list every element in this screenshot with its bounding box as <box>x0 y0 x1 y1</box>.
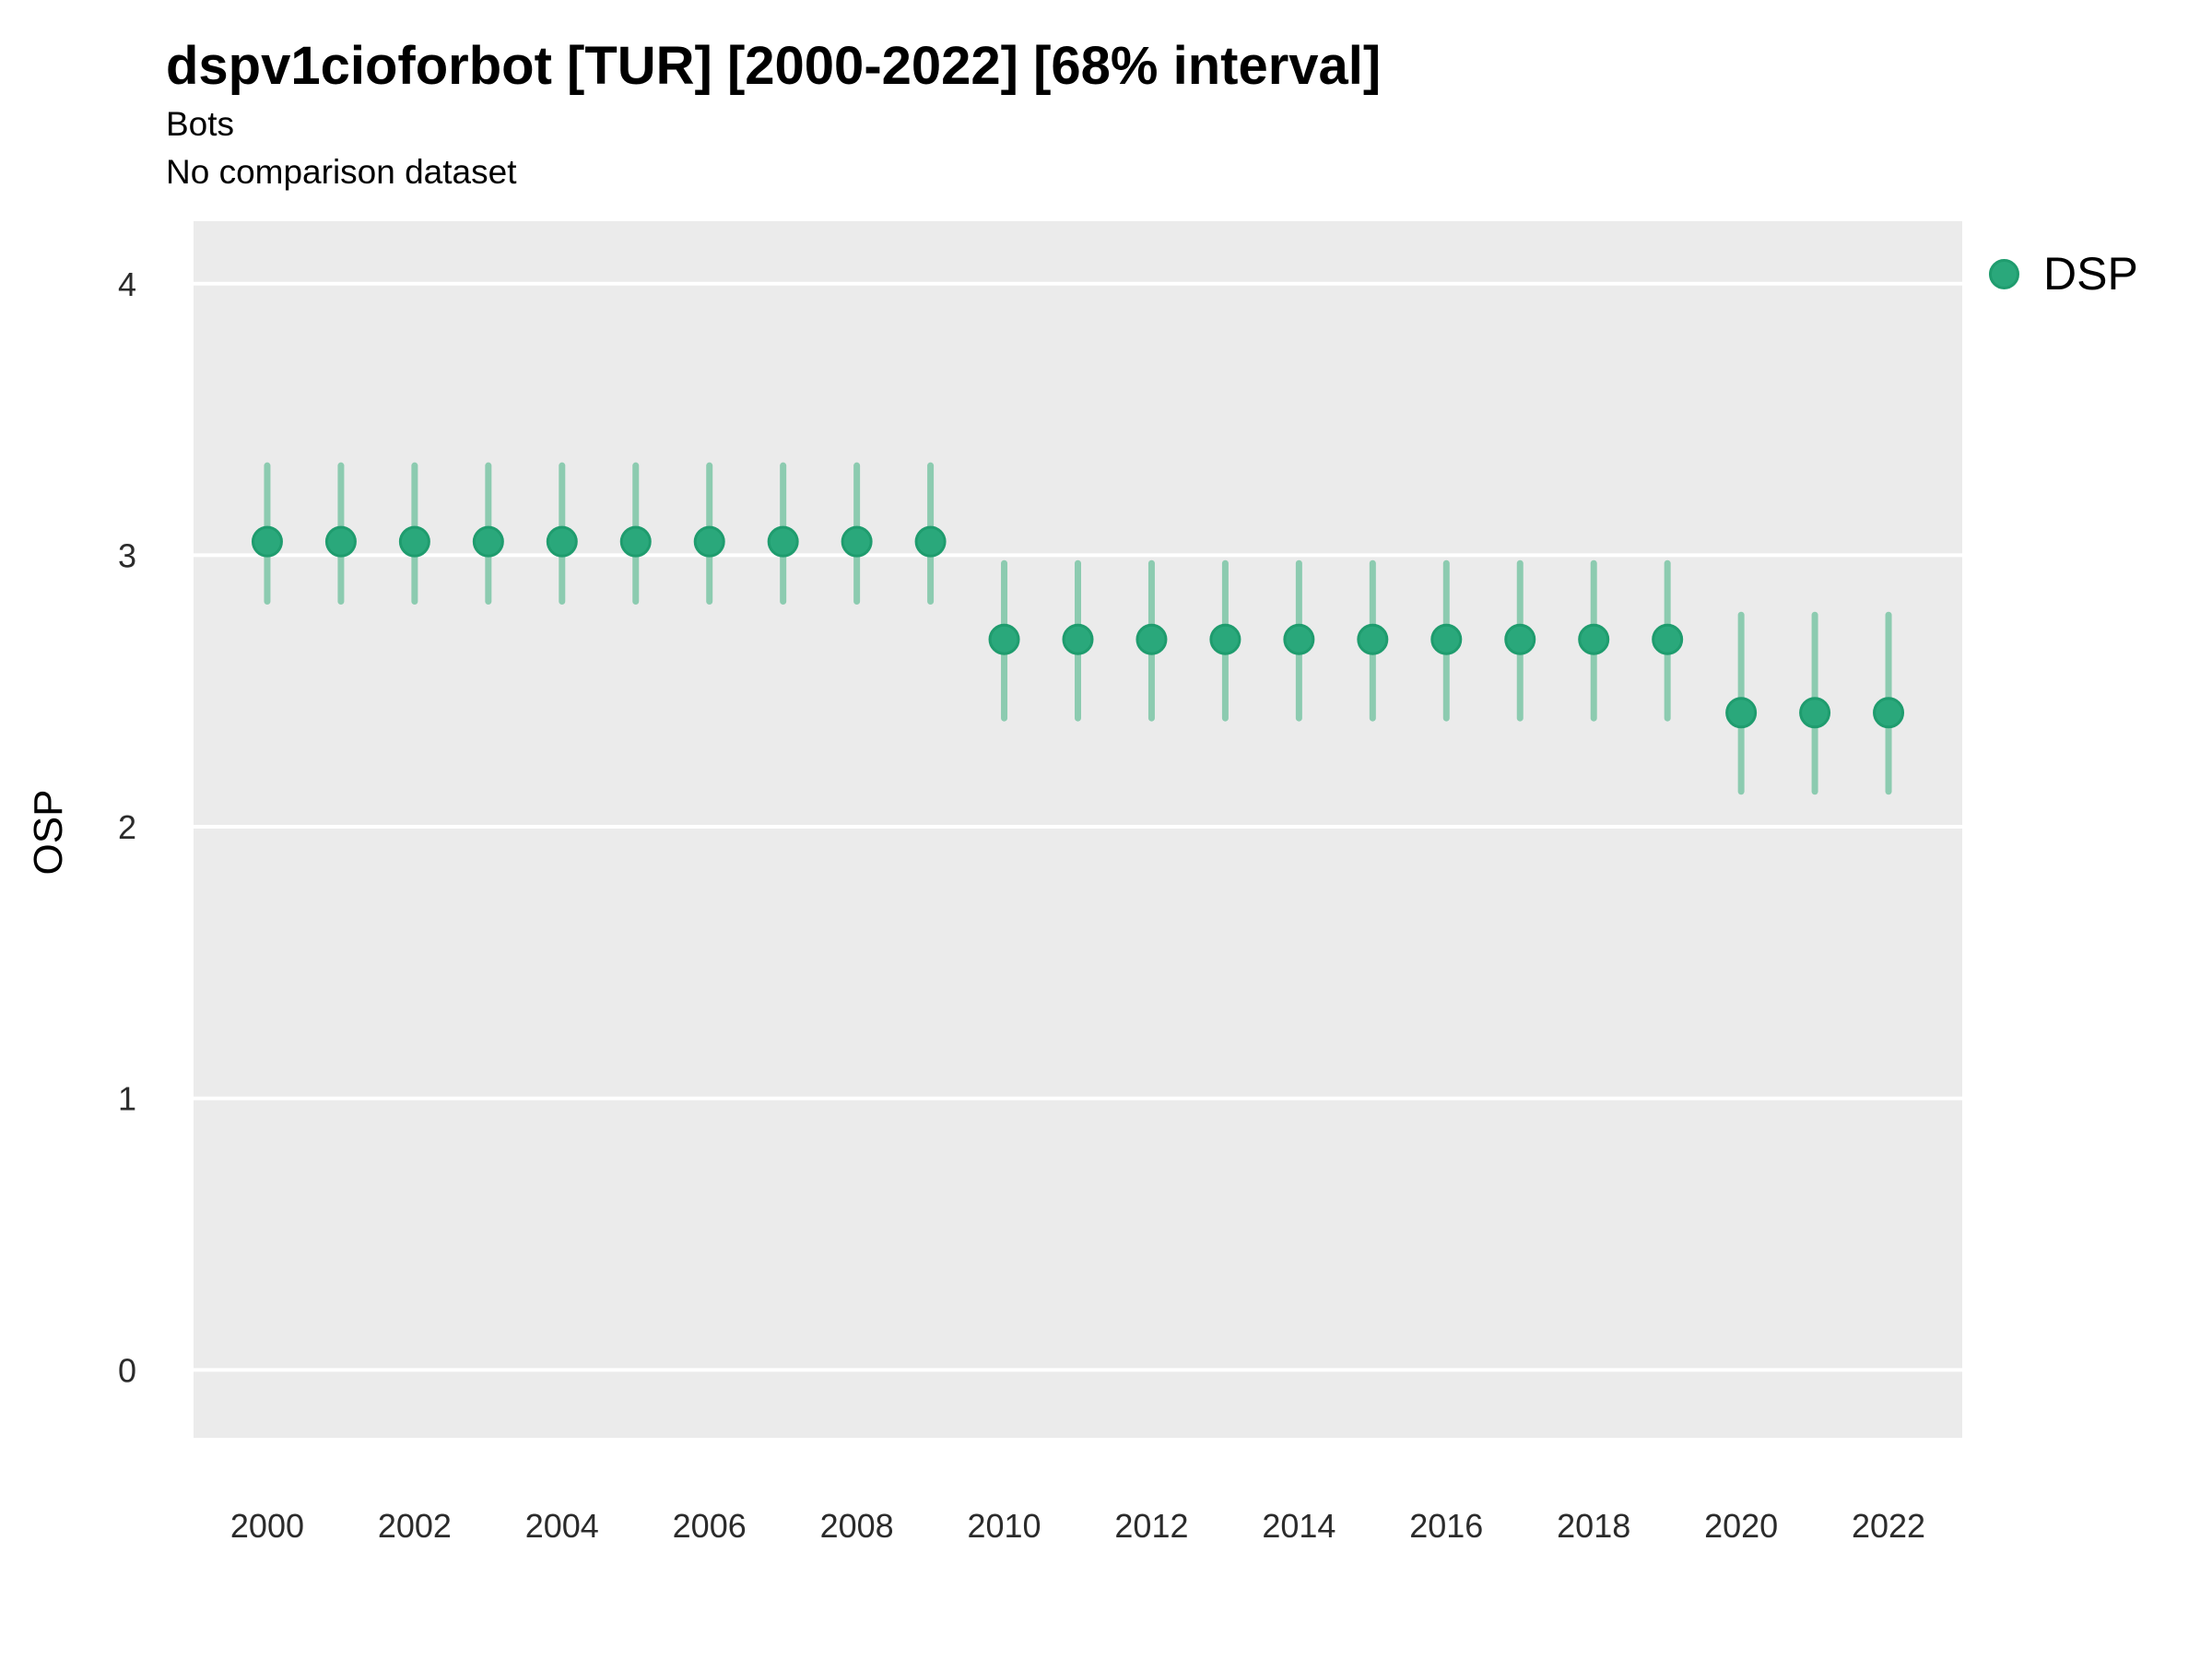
data-point <box>1062 623 1094 655</box>
legend-point-icon <box>1989 258 2019 289</box>
x-tick-label: 2006 <box>673 1507 747 1545</box>
x-tick-label: 2012 <box>1114 1507 1188 1545</box>
data-point <box>1873 697 1905 729</box>
chart-subtitle: Bots <box>166 105 235 143</box>
x-tick-label: 2008 <box>820 1507 894 1545</box>
y-tick-label: 4 <box>118 265 136 303</box>
data-point <box>693 525 725 558</box>
data-point <box>841 525 873 558</box>
data-point <box>1504 623 1536 655</box>
x-tick-label: 2018 <box>1557 1507 1630 1545</box>
chart-title: dspv1cioforbot [TUR] [2000-2022] [68% in… <box>166 36 1382 96</box>
data-point <box>324 525 357 558</box>
x-tick-label: 2014 <box>1262 1507 1335 1545</box>
comparison-note: No comparison dataset <box>166 153 517 191</box>
data-point <box>619 525 652 558</box>
data-point <box>1430 623 1463 655</box>
data-point <box>1209 623 1241 655</box>
x-tick-label: 2010 <box>967 1507 1041 1545</box>
x-tick-label: 2016 <box>1409 1507 1483 1545</box>
data-point <box>1652 623 1684 655</box>
x-tick-label: 2002 <box>378 1507 452 1545</box>
x-tick-label: 2022 <box>1852 1507 1925 1545</box>
legend: DSP <box>1989 247 2138 300</box>
x-tick-label: 2004 <box>525 1507 599 1545</box>
data-point <box>1725 697 1758 729</box>
data-point <box>1357 623 1389 655</box>
y-tick-label: 1 <box>118 1080 136 1118</box>
data-point <box>472 525 504 558</box>
data-point <box>398 525 430 558</box>
legend-label: DSP <box>2043 248 2138 300</box>
y-tick-label: 3 <box>118 536 136 574</box>
y-tick-label: 0 <box>118 1351 136 1389</box>
data-point <box>1135 623 1168 655</box>
data-point <box>546 525 578 558</box>
data-point <box>767 525 799 558</box>
y-tick-label: 2 <box>118 808 136 846</box>
x-tick-label: 2020 <box>1704 1507 1778 1545</box>
data-point <box>251 525 283 558</box>
data-point <box>988 623 1020 655</box>
data-point <box>1283 623 1315 655</box>
data-point <box>1578 623 1610 655</box>
x-tick-label: 2000 <box>230 1507 304 1545</box>
data-point <box>914 525 947 558</box>
data-point <box>1799 697 1831 729</box>
panel-background <box>194 221 1962 1438</box>
